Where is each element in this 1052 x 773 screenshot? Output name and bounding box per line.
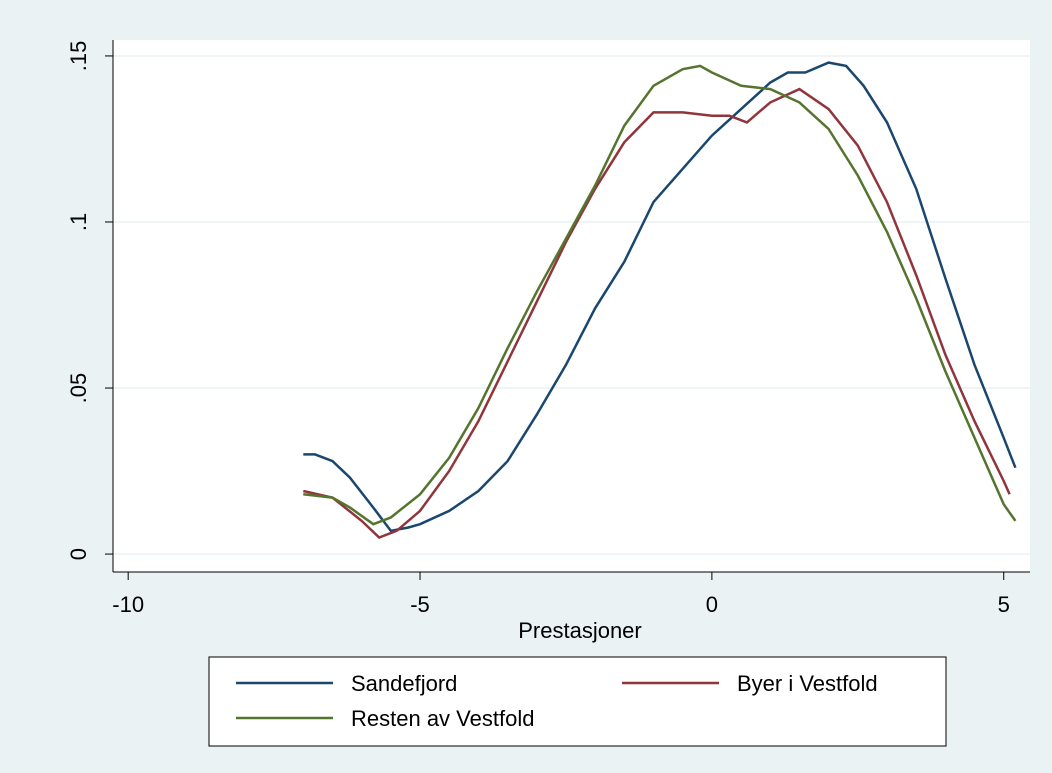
- line-series: [303, 87, 1011, 539]
- x-tick-label: 5: [998, 592, 1010, 617]
- legend-label: Byer i Vestfold: [737, 671, 878, 696]
- legend-label: Resten av Vestfold: [351, 706, 534, 731]
- y-tick-label: 0: [66, 548, 91, 560]
- plot-area: [113, 40, 1030, 572]
- x-tick-label: -5: [410, 592, 430, 617]
- y-tick-label: .15: [66, 41, 91, 72]
- x-tick-label: -10: [112, 592, 144, 617]
- line-series: [303, 61, 1017, 533]
- x-tick-label: 0: [706, 592, 718, 617]
- x-axis-title: Prestasjoner: [518, 618, 642, 643]
- y-tick-label: .1: [66, 213, 91, 231]
- legend-box: [208, 656, 947, 747]
- legend-label: Sandefjord: [351, 671, 457, 696]
- line-series: [303, 64, 1017, 526]
- y-tick-label: .05: [66, 373, 91, 404]
